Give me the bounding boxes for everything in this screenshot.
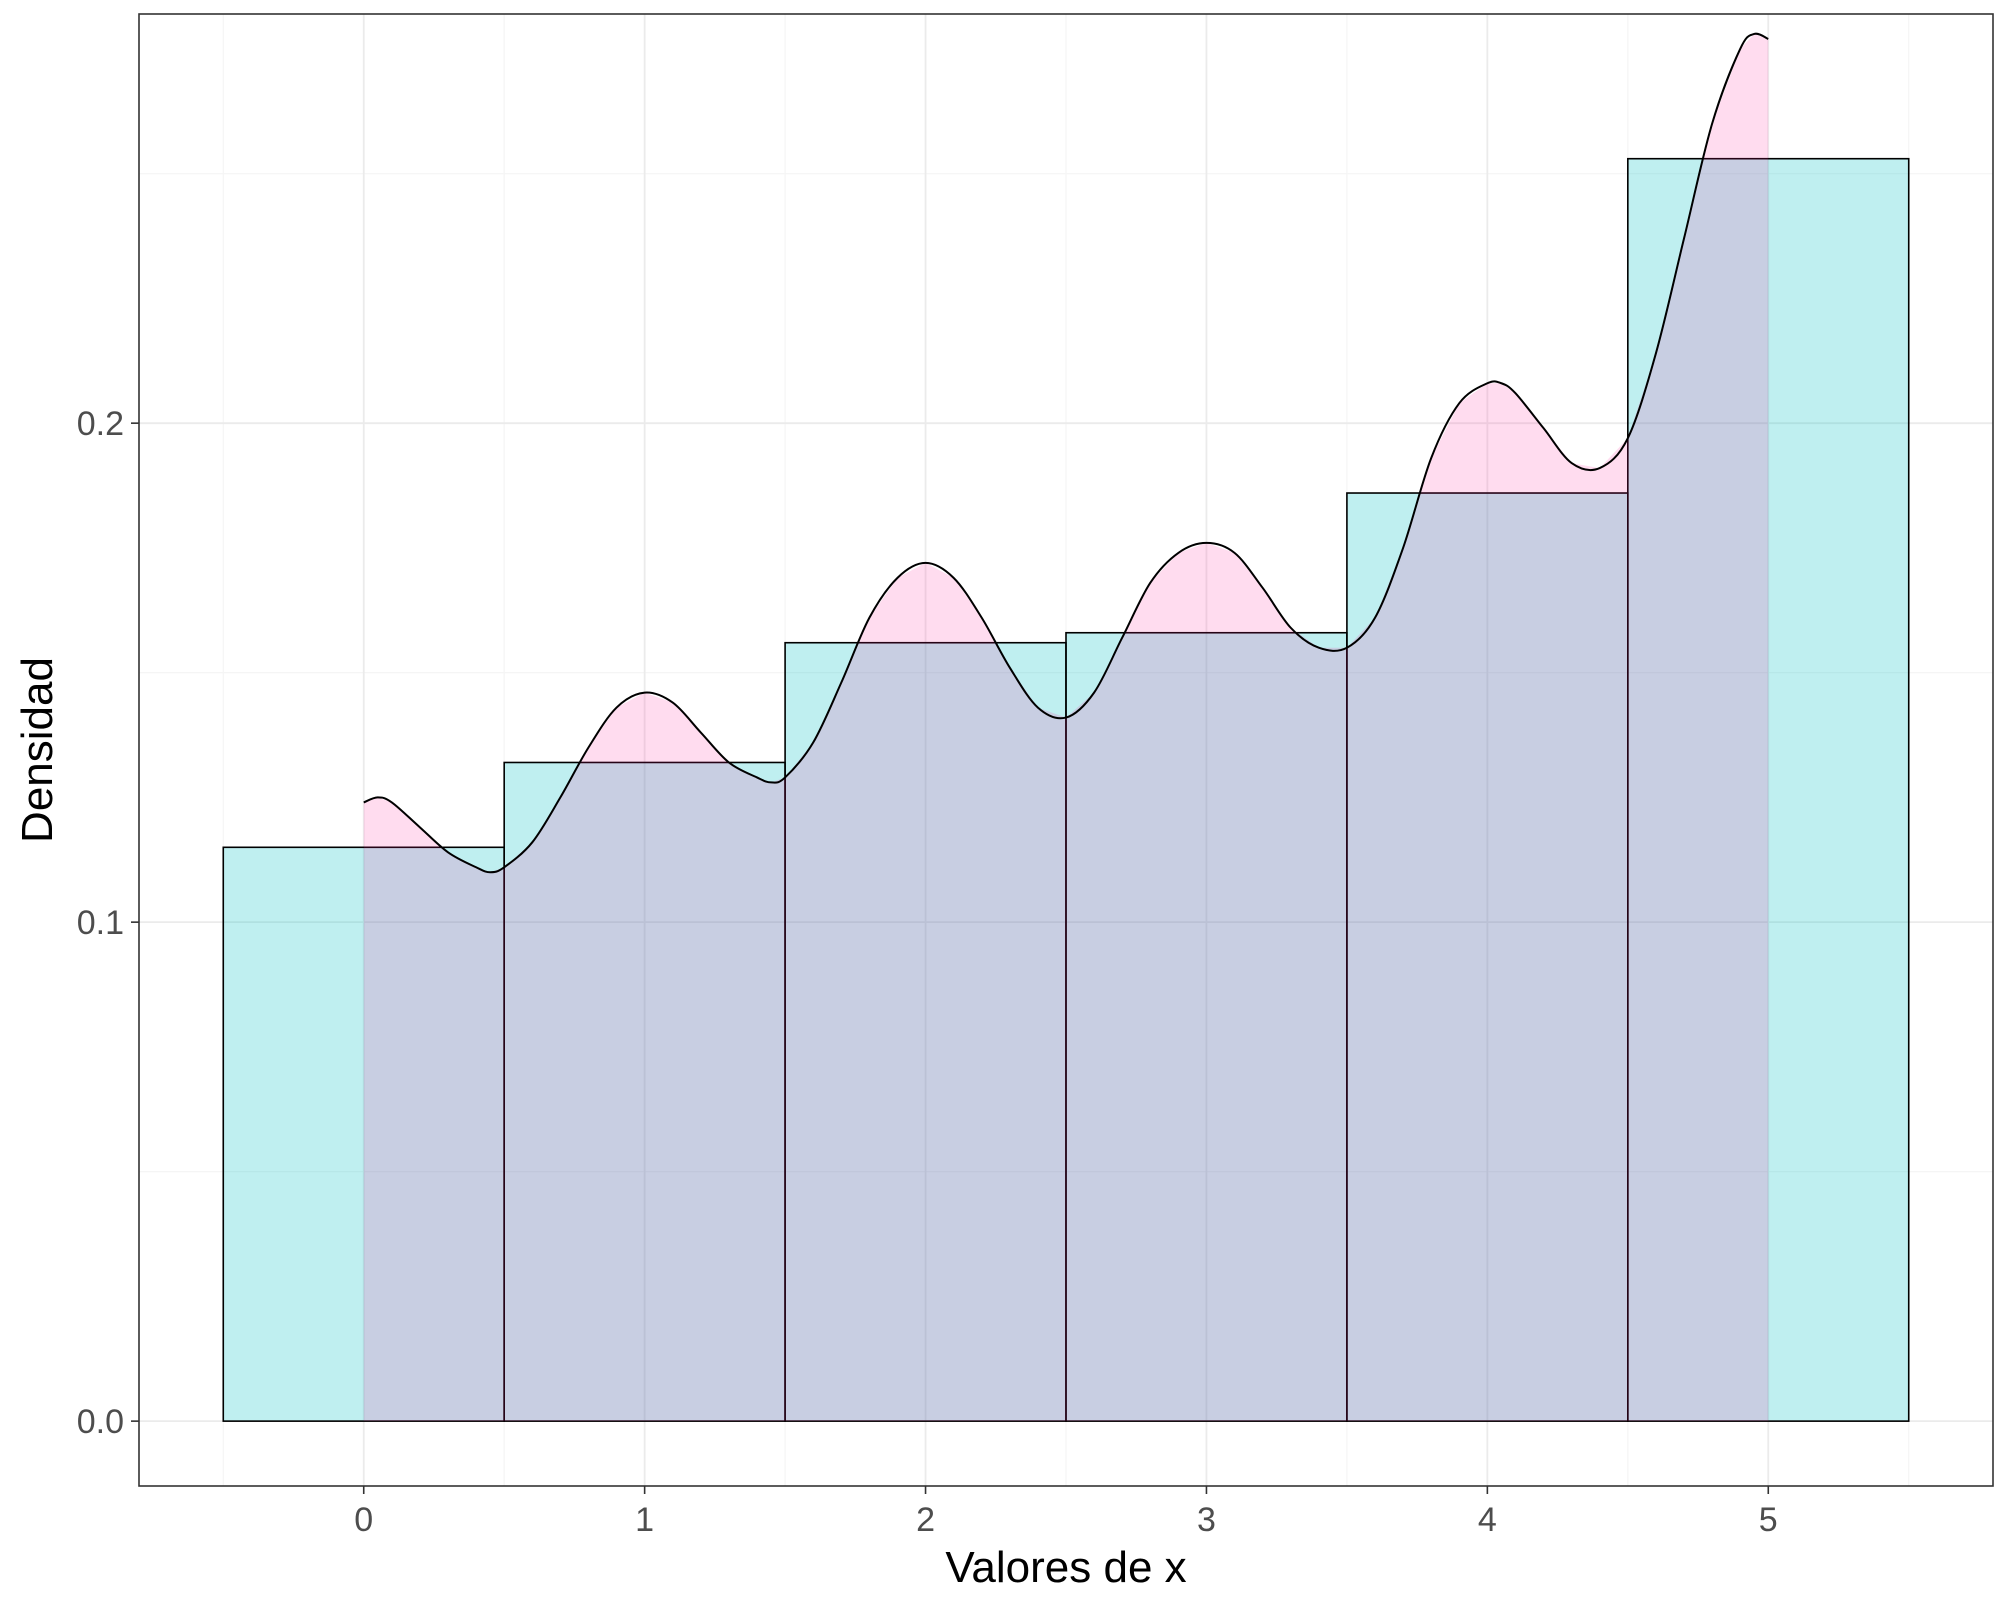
histogram-bar [222,846,505,1422]
x-axis-title: Valores de x [945,1543,1186,1592]
x-tick-label: 1 [635,1501,654,1539]
y-axis: 0.0 0.1 0.2 [77,405,139,1441]
y-tick-label: 0.1 [77,904,124,942]
density-area [363,33,1769,1422]
x-tick-label: 0 [354,1501,373,1539]
x-tick-label: 4 [1478,1501,1497,1539]
x-axis: 0 1 2 3 4 5 [354,1486,1778,1539]
histogram-bar [784,641,1067,1422]
density-area-group [363,32,1769,1422]
histogram-bar [1065,631,1348,1422]
x-tick-label: 3 [1197,1501,1216,1539]
x-tick-label: 5 [1759,1501,1778,1539]
y-axis-title: Densidad [13,657,62,843]
histogram-bar [1346,492,1629,1422]
x-tick-label: 2 [916,1501,935,1539]
panel-border [138,13,1994,1487]
histogram-bar [503,761,786,1422]
histogram-bar [1627,157,1910,1422]
histogram-bars [222,157,1910,1422]
density-curve [363,32,1769,874]
y-tick-label: 0.0 [77,1403,124,1441]
y-tick-label: 0.2 [77,405,124,443]
